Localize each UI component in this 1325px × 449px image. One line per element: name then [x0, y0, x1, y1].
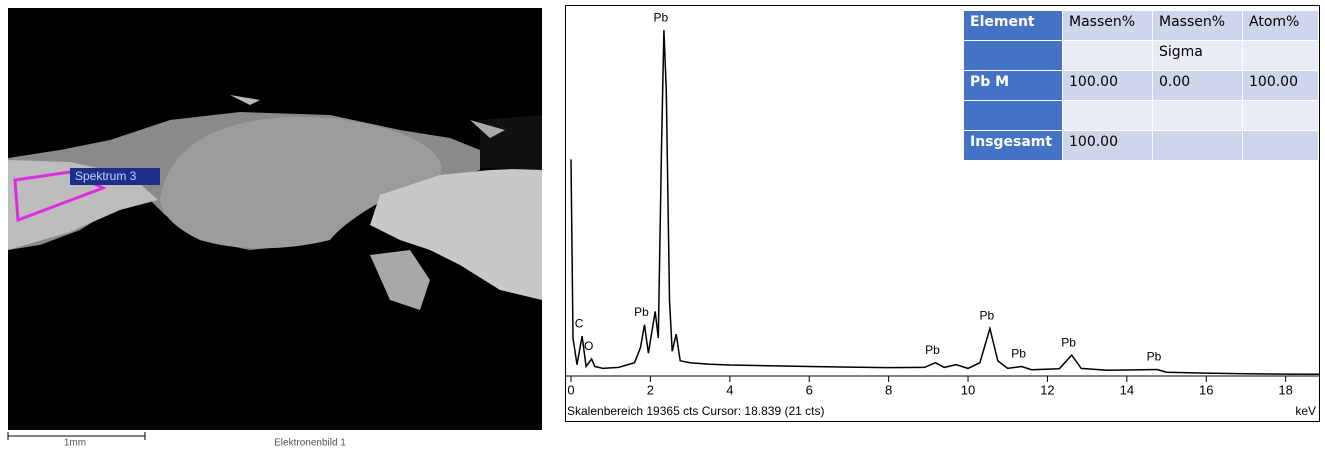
table-row: Insgesamt 100.00 [963, 130, 1319, 161]
table-row [963, 100, 1319, 131]
table-cell [1152, 130, 1243, 161]
x-tick-label: 2 [647, 382, 654, 397]
peak-label: C [575, 316, 584, 330]
peak-label: Pb [634, 305, 649, 319]
table-cell: Atom% [1242, 10, 1319, 41]
x-tick-label: 14 [1120, 382, 1134, 397]
spectrum-line [570, 30, 1320, 376]
peak-label: Pb [925, 343, 940, 357]
table-cell [963, 100, 1063, 131]
table-cell [1062, 40, 1153, 71]
table-cell: Sigma [1152, 40, 1243, 71]
scale-bar-label: 1mm [64, 438, 86, 449]
x-tick-label: 16 [1199, 382, 1213, 397]
peak-label: Pb [980, 309, 995, 323]
x-tick-label: 8 [885, 382, 892, 397]
table-cell [963, 40, 1063, 71]
peak-label: O [584, 339, 593, 353]
plot-area: 0 2 4 6 8 10 12 14 16 18 CO Pb Pb Pb Pb Pb Pb Pb [567, 10, 1320, 397]
footer: Skalenbereich 19365 cts Cursor: 18.839 (… [567, 404, 824, 418]
table-cell [1152, 100, 1243, 131]
x-tick-label: 0 [567, 382, 574, 397]
table-cell: Pb M [963, 70, 1063, 101]
sem-image: Spektrum 3 1mm Elektronenbild 1 [7, 8, 542, 449]
table-cell: Insgesamt [963, 130, 1063, 161]
table-cell: 100.00 [1062, 70, 1153, 101]
table-cell [1242, 100, 1319, 131]
peak-label: Pb [1147, 350, 1162, 364]
x-axis-label: keV [1295, 404, 1316, 418]
table-cell: Massen% [1062, 10, 1153, 41]
table-cell: Element [963, 10, 1063, 41]
x-tick-label: 18 [1278, 382, 1292, 397]
table-cell: 100.00 [1062, 130, 1153, 161]
table-cell: 0.00 [1152, 70, 1243, 101]
table-row: Sigma [963, 40, 1319, 71]
table-cell [1242, 40, 1319, 71]
peak-label: Pb [1011, 347, 1026, 361]
table-cell: Massen% [1152, 10, 1243, 41]
peak-label: Pb [1061, 335, 1076, 349]
table-cell: 100.00 [1242, 70, 1319, 101]
table-cell [1062, 100, 1153, 131]
image-caption: Elektronenbild 1 [274, 438, 346, 449]
x-tick-label: 12 [1040, 382, 1054, 397]
table-row: Pb M 100.00 0.00 100.00 [963, 70, 1319, 101]
result-table: Element Massen% Massen% Atom% Sigma Pb M 100.0… [963, 10, 1319, 161]
spectrum-label: Spektrum 3 [75, 169, 137, 183]
x-tick-label: 4 [726, 382, 733, 397]
x-tick-label: 10 [961, 382, 975, 397]
table-row: Element Massen% Massen% Atom% [963, 10, 1319, 41]
x-tick-label: 6 [806, 382, 813, 397]
table-cell [1242, 130, 1319, 161]
peak-label: Pb [654, 10, 669, 24]
